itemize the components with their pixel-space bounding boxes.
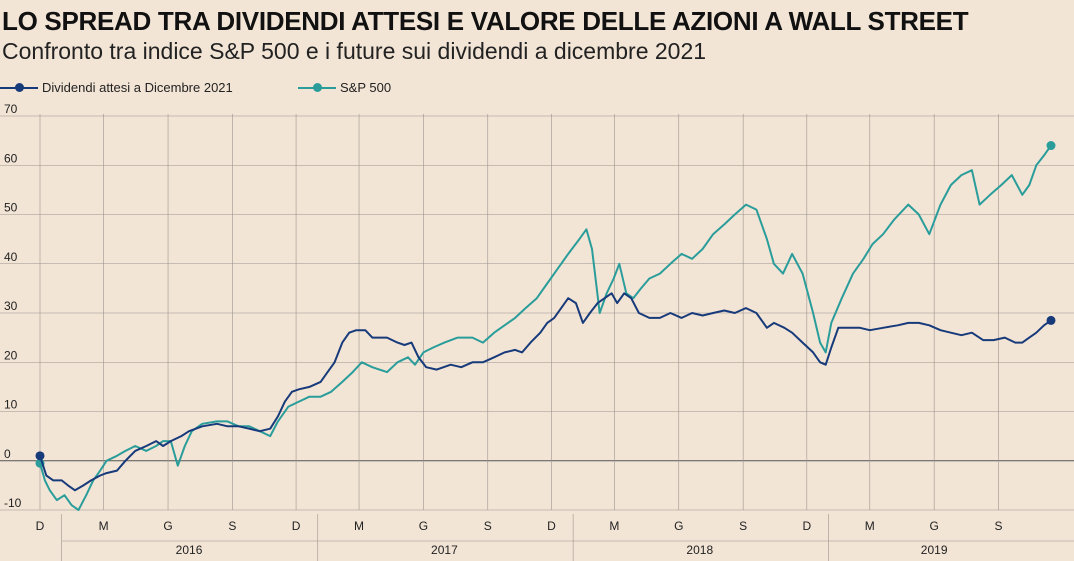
- y-tick-label: 0: [4, 447, 11, 461]
- y-tick-label: 10: [4, 398, 18, 412]
- legend-label-dividends: Dividendi attesi a Dicembre 2021: [42, 80, 233, 95]
- x-tick-label: S: [739, 519, 747, 533]
- x-tick-label: G: [929, 519, 938, 533]
- x-tick-label: S: [484, 519, 492, 533]
- series-start-dot-dividends: [35, 451, 45, 461]
- legend-swatch-dividends: [0, 82, 38, 93]
- x-tick-label: D: [292, 519, 301, 533]
- series-end-dot-sp500: [1046, 141, 1056, 151]
- y-tick-label: 50: [4, 201, 18, 215]
- x-tick-label: M: [354, 519, 364, 533]
- y-tick-label: 60: [4, 151, 18, 165]
- year-label: 2017: [431, 543, 458, 557]
- legend-item-sp500: S&P 500: [298, 80, 391, 95]
- y-tick-label: -10: [4, 496, 22, 510]
- legend-item-dividends: Dividendi attesi a Dicembre 2021: [0, 80, 233, 95]
- x-tick-label: S: [228, 519, 236, 533]
- legend-swatch-sp500: [298, 82, 336, 93]
- x-tick-label: D: [802, 519, 811, 533]
- x-tick-label: M: [865, 519, 875, 533]
- y-tick-label: 40: [4, 250, 18, 264]
- x-tick-label: M: [609, 519, 619, 533]
- x-tick-label: G: [419, 519, 428, 533]
- chart-title: LO SPREAD TRA DIVIDENDI ATTESI E VALORE …: [2, 6, 969, 36]
- year-label: 2019: [921, 543, 948, 557]
- y-tick-label: 70: [4, 102, 18, 116]
- x-tick-label: D: [36, 519, 45, 533]
- y-tick-label: 20: [4, 348, 18, 362]
- chart-subtitle: Confronto tra indice S&P 500 e i future …: [2, 38, 707, 64]
- x-tick-label: M: [99, 519, 109, 533]
- x-tick-label: G: [163, 519, 172, 533]
- year-label: 2018: [686, 543, 713, 557]
- x-tick-label: D: [547, 519, 556, 533]
- series-line-sp500: [39, 144, 1052, 511]
- series-end-dot-dividends: [1046, 315, 1056, 325]
- year-label: 2016: [176, 543, 203, 557]
- x-tick-label: G: [674, 519, 683, 533]
- legend-label-sp500: S&P 500: [340, 80, 392, 95]
- x-tick-label: S: [995, 519, 1003, 533]
- y-tick-label: 30: [4, 299, 18, 313]
- series-line-dividends: [39, 292, 1052, 492]
